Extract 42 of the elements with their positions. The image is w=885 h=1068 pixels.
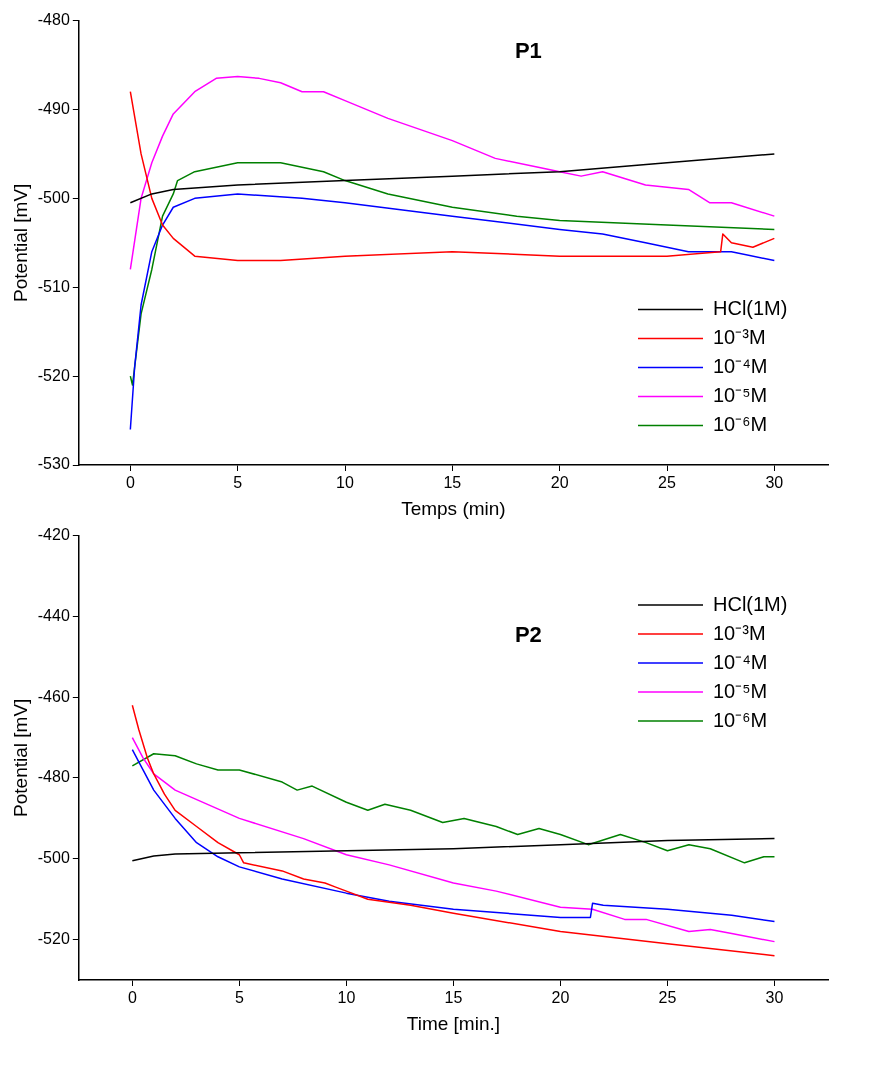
legend-label: 10⁻⁵M [713,384,768,407]
x-tick-label: 15 [444,989,463,1007]
x-tick-label: 25 [658,474,676,492]
y-axis-title: Potential [mV] [9,698,31,817]
y-tick-label: -440 [37,606,70,624]
y-tick-label: -460 [37,687,70,705]
y-tick-label: -480 [37,11,70,29]
y-tick-label: -500 [37,188,70,206]
y-tick-label: -490 [37,99,70,117]
x-axis-title: Time [min.] [406,1012,501,1034]
x-tick-label: 0 [125,474,135,492]
legend-label: 10⁻⁶M [713,708,768,731]
x-tick-label: 0 [127,989,137,1007]
y-tick-label: -520 [37,930,70,948]
text: P2 [514,621,542,647]
x-tick-label: 5 [234,989,244,1007]
y-tick-label: -480 [37,768,70,786]
y-tick-label: -420 [37,526,70,544]
legend-label: 10⁻⁴M [713,650,768,673]
x-tick-label: 5 [233,474,243,492]
legend-label: 10⁻⁴M [713,355,768,378]
legend-label: HCl(1M) [713,592,788,615]
x-tick-label: 10 [337,989,356,1007]
x-tick-label: 30 [765,474,784,492]
text: P1 [514,37,542,63]
x-axis-title: Temps (min) [401,497,506,519]
legend-label: 10⁻⁶M [713,413,768,436]
legend-label: 10⁻⁵M [713,679,768,702]
x-tick-label: 30 [765,989,784,1007]
x-tick-label: 20 [551,989,570,1007]
x-tick-label: 20 [550,474,569,492]
x-tick-label: 25 [658,989,677,1007]
y-tick-label: -520 [37,366,70,384]
y-tick-label: -530 [37,455,70,473]
legend-label: HCl(1M) [713,297,788,320]
y-tick-label: -510 [37,277,70,295]
x-tick-label: 15 [443,474,462,492]
y-tick-label: -500 [37,849,70,867]
x-tick-label: 10 [336,474,355,492]
y-axis-title: Potential [mV] [9,183,31,302]
legend-label: 10⁻³M [713,621,766,644]
legend-label: 10⁻³M [713,326,766,349]
